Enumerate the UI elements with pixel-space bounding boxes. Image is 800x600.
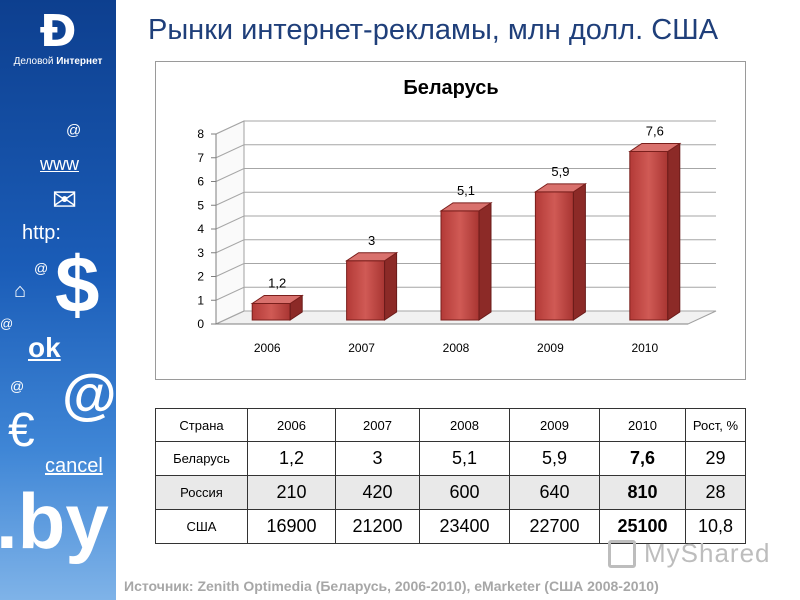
table-header-row: Страна 2006 2007 2008 2009 2010 Рост, % (155, 408, 746, 442)
y-tick-label: 4 (197, 222, 204, 236)
at-sign-icon: @ (66, 122, 82, 139)
table-cell: 810 (599, 475, 686, 510)
bar (629, 151, 669, 321)
table-cell: 22700 (509, 509, 600, 544)
bar (251, 303, 291, 321)
gridline (215, 144, 716, 159)
bar-side (384, 251, 398, 321)
table-cell-country: Россия (155, 475, 248, 510)
table-cell: 5,1 (419, 441, 510, 476)
bar-value-label: 3 (368, 233, 375, 248)
table-cell-country: США (155, 509, 248, 544)
bar (440, 210, 480, 321)
at-sign-icon: @ (62, 362, 116, 425)
table-cell: 3 (335, 441, 420, 476)
y-tick-label: 6 (197, 175, 204, 189)
bar-top (439, 202, 493, 212)
table-header-cell: Страна (155, 408, 248, 442)
source-note: Источник: Zenith Optimedia (Беларусь, 20… (124, 578, 659, 594)
table-header-cell: 2010 (599, 408, 686, 442)
gridline (215, 120, 716, 135)
x-tick-label: 2009 (537, 341, 564, 355)
bar-chart: Беларусь 0 1 2 3 4 5 6 7 8 1,2 2006 3 2007 5,1 2008 5,9 2… (197, 77, 717, 355)
at-sign-icon: @ (10, 378, 25, 394)
bar-value-label: 1,2 (268, 276, 286, 291)
bar-side (572, 182, 586, 321)
table-row: США 16900 21200 23400 22700 25100 10,8 (155, 509, 746, 544)
table-cell: 25100 (599, 509, 686, 544)
brand-logo: Ð Деловой Интернет (0, 6, 116, 68)
data-table: Страна 2006 2007 2008 2009 2010 Рост, % … (155, 408, 746, 544)
watermark-icon (608, 540, 636, 568)
bar-value-label: 5,1 (457, 183, 475, 198)
table-cell-growth: 28 (685, 475, 746, 510)
x-tick-label: 2008 (443, 341, 470, 355)
table-cell: 420 (335, 475, 420, 510)
logo-text-plain: Деловой (13, 56, 54, 67)
y-tick-label: 3 (197, 246, 204, 260)
logo-text: Деловой Интернет (0, 56, 116, 67)
table-header-cell: 2008 (419, 408, 510, 442)
y-tick-label: 2 (197, 270, 204, 284)
dollar-icon: $ (55, 240, 100, 329)
envelope-icon: ✉ (52, 184, 78, 217)
logo-mark: Ð (39, 6, 77, 57)
table-cell: 5,9 (509, 441, 600, 476)
table-cell-growth: 29 (685, 441, 746, 476)
x-tick-label: 2010 (631, 341, 658, 355)
x-tick-label: 2006 (254, 341, 281, 355)
table-cell: 16900 (247, 509, 336, 544)
y-tick-label: 0 (197, 317, 204, 331)
table-cell: 21200 (335, 509, 420, 544)
table-cell: 23400 (419, 509, 510, 544)
bar-top (533, 183, 588, 193)
table-cell: 1,2 (247, 441, 336, 476)
bar-top (628, 143, 682, 152)
bar-side (667, 142, 681, 321)
table-cell: 600 (419, 475, 510, 510)
table-cell: 210 (247, 475, 336, 510)
bar-side (478, 201, 492, 321)
table-header-cell: 2009 (509, 408, 600, 442)
slide-title: Рынки интернет-рекламы, млн долл. США (148, 14, 719, 46)
euro-icon: € (8, 404, 35, 457)
cancel-icon: cancel (45, 455, 103, 477)
home-icon: ⌂ (14, 280, 27, 302)
y-tick-label: 5 (197, 198, 204, 212)
sidebar: Ð Деловой Интернет @ www ✉ http: @ $ ⌂ @… (0, 0, 116, 600)
domain-by-icon: .by (0, 477, 109, 565)
y-tick-label: 1 (197, 293, 204, 307)
x-tick-label: 2007 (348, 341, 375, 355)
at-sign-icon: @ (0, 316, 14, 331)
y-tick-label: 7 (197, 151, 204, 165)
table-cell: 7,6 (599, 441, 686, 476)
table-row: Россия 210 420 600 640 810 28 (155, 475, 746, 510)
www-icon: www (40, 154, 79, 174)
http-icon: http: (22, 222, 61, 244)
bar-top (344, 252, 399, 262)
table-header-cell: 2006 (247, 408, 336, 442)
bar-value-label: 7,6 (646, 124, 664, 139)
logo-text-bold: Интернет (56, 56, 103, 67)
table-cell-country: Беларусь (155, 441, 248, 476)
bar (534, 191, 574, 321)
chart-title: Беларусь (403, 77, 498, 99)
table-row: Беларусь 1,2 3 5,1 5,9 7,6 29 (155, 441, 746, 476)
y-tick-label: 8 (197, 127, 204, 141)
chart-container: Беларусь 0 1 2 3 4 5 6 7 8 1,2 2006 3 2007 5,1 2008 5,9 2… (155, 61, 746, 380)
bar-top (250, 295, 304, 304)
gridline (215, 168, 716, 182)
watermark: MyShared (608, 538, 771, 569)
table-header-cell: 2007 (335, 408, 420, 442)
table-cell: 640 (509, 475, 600, 510)
ok-icon: ok (28, 332, 61, 363)
watermark-text: MyShared (644, 538, 771, 568)
at-sign-icon: @ (34, 260, 49, 276)
bar-value-label: 5,9 (551, 164, 569, 179)
table-cell-growth: 10,8 (685, 509, 746, 544)
table-header-cell: Рост, % (685, 408, 746, 442)
bar (346, 260, 386, 321)
